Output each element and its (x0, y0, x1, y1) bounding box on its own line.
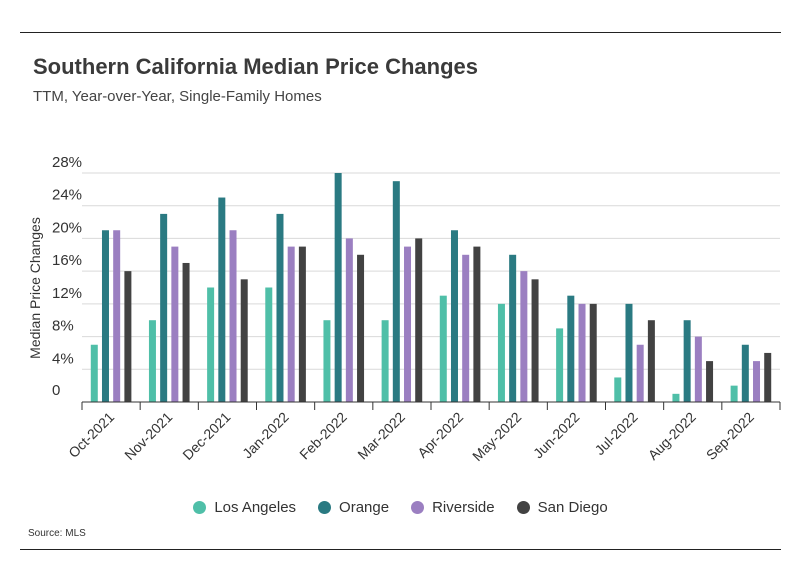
bar-san-diego (415, 238, 423, 402)
y-tick-label: 20% (52, 219, 82, 236)
bar-riverside (578, 303, 586, 402)
chart-legend: Los Angeles Orange Riverside San Diego (0, 499, 801, 516)
bar-san-diego (182, 262, 190, 402)
bar-orange (101, 230, 109, 402)
bar-los-angeles (265, 287, 273, 402)
bar-san-diego (124, 271, 132, 402)
bar-los-angeles (730, 385, 738, 402)
y-tick-label: 28% (52, 154, 82, 171)
bar-los-angeles (439, 295, 447, 402)
legend-swatch (318, 501, 332, 514)
bar-san-diego (531, 279, 539, 402)
bar-san-diego (240, 279, 248, 402)
chart-subtitle: TTM, Year-over-Year, Single-Family Homes (33, 88, 322, 105)
bar-orange (160, 213, 168, 402)
bottom-rule (20, 549, 781, 550)
bar-riverside (229, 230, 237, 402)
bar-los-angeles (672, 393, 680, 402)
x-tick-label: Sep-2022 (703, 409, 757, 463)
x-tick-label: Jun-2022 (530, 409, 583, 462)
y-tick-label: 24% (52, 187, 82, 204)
x-tick-label: Jan-2022 (239, 409, 292, 462)
bar-orange (218, 197, 226, 402)
source-note: Source: MLS (28, 528, 86, 539)
chart-title: Southern California Median Price Changes (33, 54, 478, 79)
bar-riverside (694, 336, 702, 402)
legend-label: Orange (339, 499, 390, 516)
x-tick-label: May-2022 (469, 409, 524, 464)
legend-item: Los Angeles (193, 499, 296, 516)
legend-label: San Diego (537, 499, 608, 516)
bar-orange (450, 230, 458, 402)
bar-san-diego (764, 352, 772, 402)
bar-los-angeles (90, 344, 98, 402)
top-rule (20, 32, 781, 33)
bar-orange (683, 320, 691, 402)
x-tick-label: Mar-2022 (354, 409, 408, 463)
bar-los-angeles (556, 328, 564, 402)
bar-riverside (345, 238, 353, 402)
x-tick-label: Oct-2021 (65, 409, 117, 461)
y-tick-label: 12% (52, 285, 82, 302)
bar-orange (334, 173, 342, 402)
bar-los-angeles (207, 287, 215, 402)
y-tick-label: 16% (52, 252, 82, 269)
legend-item: San Diego (516, 499, 608, 516)
x-tick-label: Dec-2021 (179, 409, 233, 463)
bar-riverside (113, 230, 121, 402)
bar-san-diego (298, 246, 306, 402)
bar-los-angeles (614, 377, 622, 402)
bar-riverside (520, 271, 528, 402)
legend-swatch (193, 501, 207, 514)
y-tick-label: 8% (52, 318, 74, 335)
bar-orange (567, 295, 575, 402)
bar-orange (741, 344, 749, 402)
legend-label: Riverside (432, 499, 495, 516)
y-tick-label: 0 (52, 382, 60, 399)
bar-los-angeles (497, 303, 505, 402)
bar-orange (509, 254, 517, 402)
bar-los-angeles (148, 320, 156, 402)
legend-label: Los Angeles (214, 499, 297, 516)
x-tick-label: Apr-2022 (414, 409, 466, 461)
bar-riverside (287, 246, 295, 402)
bar-chart: 0 4% 8% 12% 16% 20% 24% 28% Median Price Changes… (27, 154, 781, 464)
bar-san-diego (589, 303, 597, 402)
x-tick-label: Feb-2022 (296, 409, 350, 463)
x-tick-label: Jul-2022 (591, 409, 640, 458)
bar-orange (625, 303, 633, 402)
legend-item: Orange (318, 499, 389, 516)
x-tick-label: Nov-2021 (121, 409, 175, 463)
x-tick-label: Aug-2022 (645, 409, 699, 463)
bar-riverside (404, 246, 412, 402)
bar-orange (392, 181, 400, 402)
bar-san-diego (473, 246, 481, 402)
y-axis-label: Median Price Changes (27, 217, 43, 359)
bar-los-angeles (381, 320, 389, 402)
bar-riverside (753, 361, 761, 402)
legend-swatch (516, 501, 530, 514)
bar-riverside (462, 254, 470, 402)
legend-item: Riverside (411, 499, 495, 516)
bar-riverside (171, 246, 179, 402)
bar-san-diego (357, 254, 365, 402)
bar-san-diego (706, 361, 714, 402)
legend-swatch (411, 501, 425, 514)
bar-los-angeles (323, 320, 331, 402)
bar-san-diego (647, 320, 655, 402)
y-tick-label: 4% (52, 350, 74, 367)
bar-orange (276, 213, 284, 402)
bar-riverside (636, 344, 644, 402)
